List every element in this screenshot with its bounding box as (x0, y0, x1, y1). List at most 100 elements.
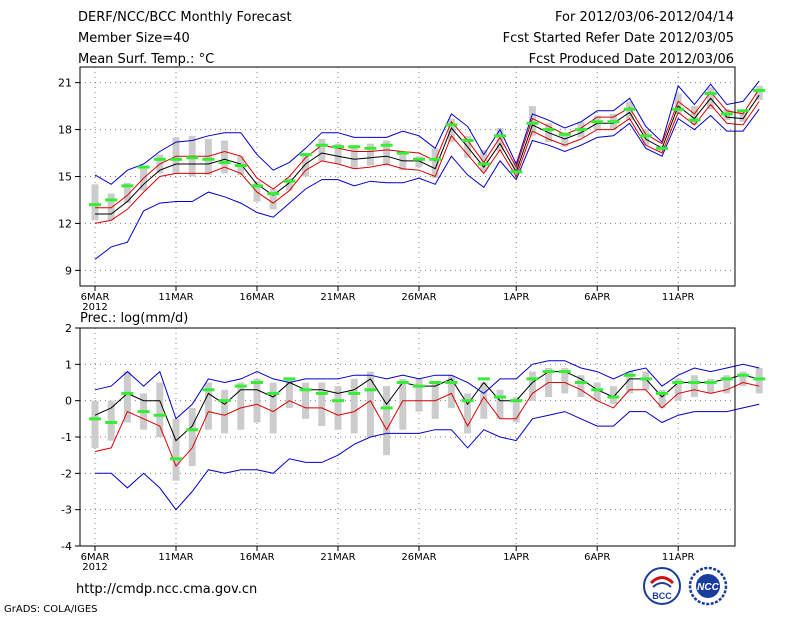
ensemble-range-box (496, 389, 504, 419)
header-period: For 2012/03/06-2012/04/14 (555, 10, 734, 25)
series-line-mean (94, 371, 760, 442)
ensemble-range-box (480, 149, 488, 172)
series-line-outer-lower (95, 403, 760, 511)
ensemble-range-box (723, 375, 731, 394)
ensemble-range-box (674, 378, 682, 401)
x-tick-label: 26MAR (401, 552, 436, 563)
header-left: DERF/NCC/BCC Monthly Forecast Member Siz… (78, 10, 292, 73)
ensemble-range-box (285, 378, 293, 408)
footer-url[interactable]: http://cmdp.ncc.cma.gov.cn (76, 582, 258, 597)
ensemble-range-box (366, 143, 374, 166)
y-tick-label: 15 (58, 171, 72, 184)
series-line-mean (95, 94, 760, 215)
ensemble-range-box (447, 375, 455, 408)
header-right: For 2012/03/06-2012/04/14 Fcst Started R… (503, 10, 734, 73)
series-line-outer-lower (94, 108, 760, 260)
ensemble-range-box (350, 378, 358, 434)
y-tick-label: 12 (58, 217, 72, 230)
ensemble-range-box (755, 367, 763, 394)
x-tick-label: 16MAR (239, 552, 274, 563)
ensemble-range-box (642, 371, 650, 390)
y-tick-label: -1 (61, 431, 72, 444)
x-tick-label: 11APR (662, 552, 695, 563)
bcc-logo: BCC (643, 567, 681, 605)
ensemble-range-box (707, 378, 715, 394)
ensemble-range-box (399, 153, 407, 171)
x-tick-label: 1APR (503, 292, 529, 303)
x-tick-label: 6MAR (81, 292, 110, 303)
ensemble-range-box (221, 140, 229, 174)
ensemble-range-box (690, 375, 698, 398)
ensemble-range-box (285, 178, 293, 191)
series-line-inner-lower (94, 381, 760, 468)
x-tick-label: 11MAR (158, 292, 193, 303)
ensemble-range-box (431, 148, 439, 179)
header-start-date: Fcst Started Refer Date 2012/03/05 (502, 31, 734, 46)
ensemble-range-box (464, 393, 472, 434)
ensemble-range-box (269, 189, 277, 210)
ncc-logo-text: NCC (697, 582, 719, 593)
ensemble-range-box (415, 156, 423, 168)
y-tick-label: -3 (61, 504, 72, 517)
ensemble-range-box (156, 382, 164, 437)
ensemble-range-box (577, 375, 585, 398)
ensemble-range-box (172, 137, 180, 174)
ensemble-range-box (318, 138, 326, 161)
y-tick-label: 9 (65, 264, 72, 277)
ensemble-range-box (512, 397, 520, 423)
y-tick-label: 2 (65, 322, 72, 335)
ensemble-range-box (318, 382, 326, 427)
series-line-inner-lower (94, 101, 760, 224)
ensemble-range-box (350, 145, 358, 169)
x-tick-label: 21MAR (320, 552, 355, 563)
ensemble-range-box (528, 371, 536, 401)
y-tick-label: 21 (58, 77, 72, 90)
header-produced-date: Fcst Produced Date 2012/03/06 (528, 52, 734, 67)
x-year-label: 2012 (82, 562, 107, 573)
ensemble-range-box (609, 386, 617, 405)
ensemble-range-box (528, 106, 536, 136)
footer-credit: GrADS: COLA/IGES (4, 604, 98, 615)
ensemble-range-box (755, 85, 763, 100)
ensemble-range-box (674, 93, 682, 114)
ensemble-range-box (269, 382, 277, 434)
ensemble-range-box (302, 382, 310, 419)
ensemble-range-box (204, 382, 212, 430)
ensemble-range-box (496, 128, 504, 152)
bcc-logo-text: BCC (652, 591, 672, 601)
ensemble-range-box (107, 400, 115, 441)
x-year-label: 2012 (82, 302, 107, 313)
ensemble-range-box (593, 382, 601, 401)
ensemble-range-box (642, 129, 650, 146)
ensemble-range-box (690, 106, 698, 125)
ensemble-range-box (366, 371, 374, 437)
ensemble-range-box (626, 371, 634, 394)
series-line-outer-upper (94, 360, 760, 420)
ensemble-range-box (399, 378, 407, 430)
x-tick-label: 6APR (584, 292, 610, 303)
x-tick-label: 11MAR (158, 552, 193, 563)
ensemble-range-box (172, 418, 180, 481)
ensemble-range-box (123, 182, 131, 204)
x-tick-label: 11APR (662, 292, 695, 303)
ensemble-range-box (561, 132, 569, 147)
ensemble-range-box (415, 378, 423, 412)
ensemble-range-box (237, 382, 245, 430)
ensemble-range-box (561, 367, 569, 394)
ncc-logo: NCC (688, 566, 728, 606)
ensemble-range-box (253, 378, 261, 423)
y-tick-label: 18 (58, 124, 72, 137)
x-tick-label: 26MAR (401, 292, 436, 303)
ensemble-range-box (204, 138, 212, 175)
ensemble-range-box (626, 101, 634, 121)
ensemble-range-box (123, 371, 131, 423)
header-title: DERF/NCC/BCC Monthly Forecast (78, 10, 292, 25)
series-line-outer-upper (94, 80, 760, 185)
ensemble-range-box (447, 118, 455, 143)
x-tick-label: 6MAR (81, 552, 110, 563)
plot-frame (79, 327, 736, 547)
x-tick-label: 21MAR (320, 292, 355, 303)
ensemble-range-box (140, 168, 148, 191)
